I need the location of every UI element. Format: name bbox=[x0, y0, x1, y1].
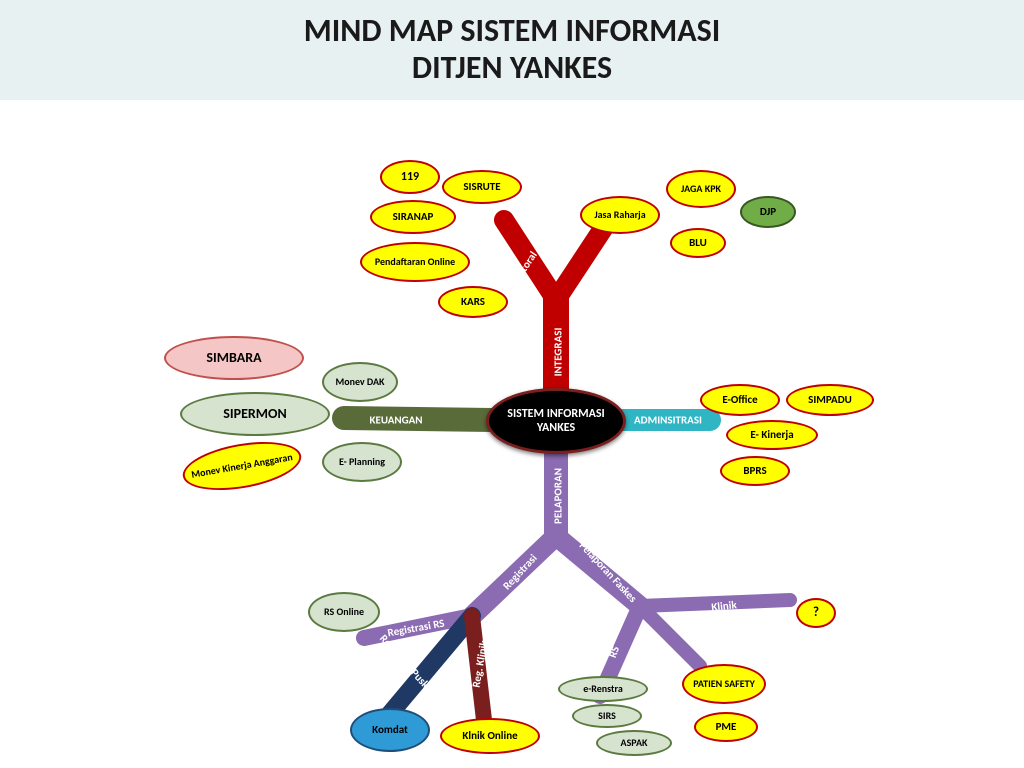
node-simbara: SIMBARA bbox=[164, 336, 304, 380]
node-pme: PME bbox=[694, 712, 758, 742]
node-jaga: JAGA KPK bbox=[666, 170, 736, 208]
node-patien: PATIEN SAFETY bbox=[682, 664, 766, 704]
node-erenstra: e-Renstra bbox=[558, 676, 648, 702]
node-monevdak: Monev DAK bbox=[322, 362, 398, 402]
node-kars: KARS bbox=[438, 286, 508, 318]
node-djp: DJP bbox=[740, 196, 796, 228]
node-aspak: ASPAK bbox=[596, 730, 672, 756]
node-pendaftaran: Pendaftaran Online bbox=[360, 242, 470, 282]
title-bar: MIND MAP SISTEM INFORMASI DITJEN YANKES bbox=[0, 0, 1024, 100]
node-jasa: Jasa Raharja bbox=[580, 196, 660, 234]
node-eplanning: E- Planning bbox=[322, 442, 402, 482]
mindmap-canvas: INTEGRASISektoralLintas SektoralKEUANGAN… bbox=[0, 100, 1024, 768]
node-qmark: ? bbox=[796, 598, 836, 628]
node-simpadu: SIMPADU bbox=[786, 384, 874, 416]
center-node: SISTEM INFORMASI YANKES bbox=[486, 388, 626, 454]
node-siranap: SIRANAP bbox=[370, 200, 456, 234]
branch-label-pelaporan: PELAPORAN bbox=[552, 468, 565, 524]
node-sipermon: SIPERMON bbox=[180, 392, 330, 436]
page-title: MIND MAP SISTEM INFORMASI DITJEN YANKES bbox=[304, 13, 720, 87]
node-rsonline: RS Online bbox=[308, 592, 380, 632]
node-sisrute: SISRUTE bbox=[442, 170, 522, 204]
node-klnik: Klnik Online bbox=[440, 718, 540, 754]
title-line1: MIND MAP SISTEM INFORMASI bbox=[304, 11, 720, 50]
node-eoffice: E-Office bbox=[700, 384, 780, 416]
branch-label-keuangan: KEUANGAN bbox=[369, 414, 422, 427]
node-ekinerja: E- Kinerja bbox=[726, 420, 818, 450]
node-sirs: SIRS bbox=[572, 704, 642, 728]
branch-label-admin: ADMINSITRASI bbox=[634, 414, 702, 427]
title-line2: DITJEN YANKES bbox=[412, 48, 612, 87]
node-blu: BLU bbox=[670, 228, 726, 258]
node-komdat: Komdat bbox=[350, 708, 430, 752]
branch-label-klinik: Klinik bbox=[711, 598, 738, 614]
branch-label-integrasi: INTEGRASI bbox=[552, 328, 565, 377]
node-n119: 119 bbox=[380, 160, 440, 194]
node-bprs: BPRS bbox=[720, 456, 790, 486]
